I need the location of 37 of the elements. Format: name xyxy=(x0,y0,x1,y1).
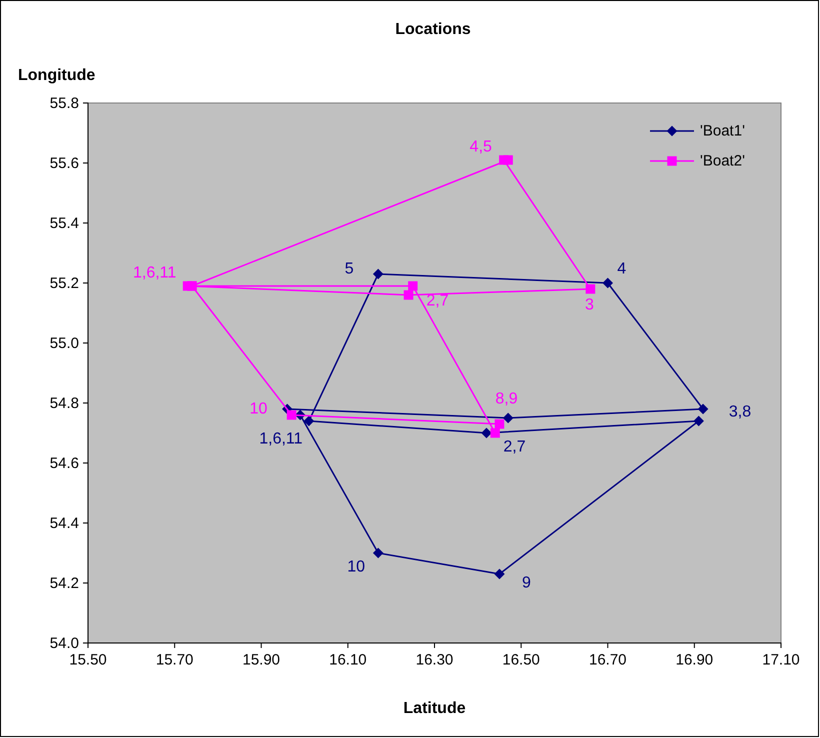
x-tick-label: 16.10 xyxy=(329,652,367,669)
x-tick-label: 15.70 xyxy=(156,652,194,669)
x-tick-label: 16.50 xyxy=(502,652,540,669)
chart-title: Locations xyxy=(395,21,471,38)
annotation: 10 xyxy=(347,558,366,576)
annotation: 5 xyxy=(344,260,354,278)
annotation: 1,6,11 xyxy=(259,430,303,448)
annotation: 1,6,11 xyxy=(132,264,176,282)
y-tick-label: 54.2 xyxy=(50,574,79,592)
annotation: 4 xyxy=(617,260,626,278)
y-tick-label: 55.0 xyxy=(50,334,79,352)
annotation: 8,9 xyxy=(495,390,518,408)
y-axis-title: Longitude xyxy=(18,67,96,84)
annotation: 3,8 xyxy=(728,404,752,420)
annotation: 2,7 xyxy=(503,438,526,456)
annotation: 4,5 xyxy=(470,138,492,156)
y-tick-label: 54.8 xyxy=(50,394,79,412)
annotation: 9 xyxy=(522,574,532,592)
legend-label: 'Boat2' xyxy=(700,152,746,170)
annotation: 2,7 xyxy=(426,292,449,310)
x-tick-label: 16.90 xyxy=(676,652,714,669)
x-tick-label: 17.10 xyxy=(762,652,800,669)
y-tick-label: 54.6 xyxy=(50,454,79,472)
x-tick-label: 15.90 xyxy=(242,652,280,669)
x-tick-label: 15.50 xyxy=(69,652,107,669)
y-tick-label: 54.0 xyxy=(50,634,79,652)
y-tick-label: 55.2 xyxy=(50,274,79,292)
legend-label: 'Boat1' xyxy=(700,122,746,140)
y-tick-label: 55.6 xyxy=(50,154,79,172)
annotation: 3 xyxy=(584,296,594,314)
x-tick-label: 16.30 xyxy=(416,652,454,669)
y-tick-label: 55.8 xyxy=(50,94,79,112)
x-axis-title: Latitude xyxy=(403,700,466,717)
y-tick-label: 54.4 xyxy=(50,514,79,532)
x-tick-label: 16.70 xyxy=(588,652,627,669)
annotation: 10 xyxy=(250,400,268,418)
y-tick-label: 55.4 xyxy=(50,214,79,232)
